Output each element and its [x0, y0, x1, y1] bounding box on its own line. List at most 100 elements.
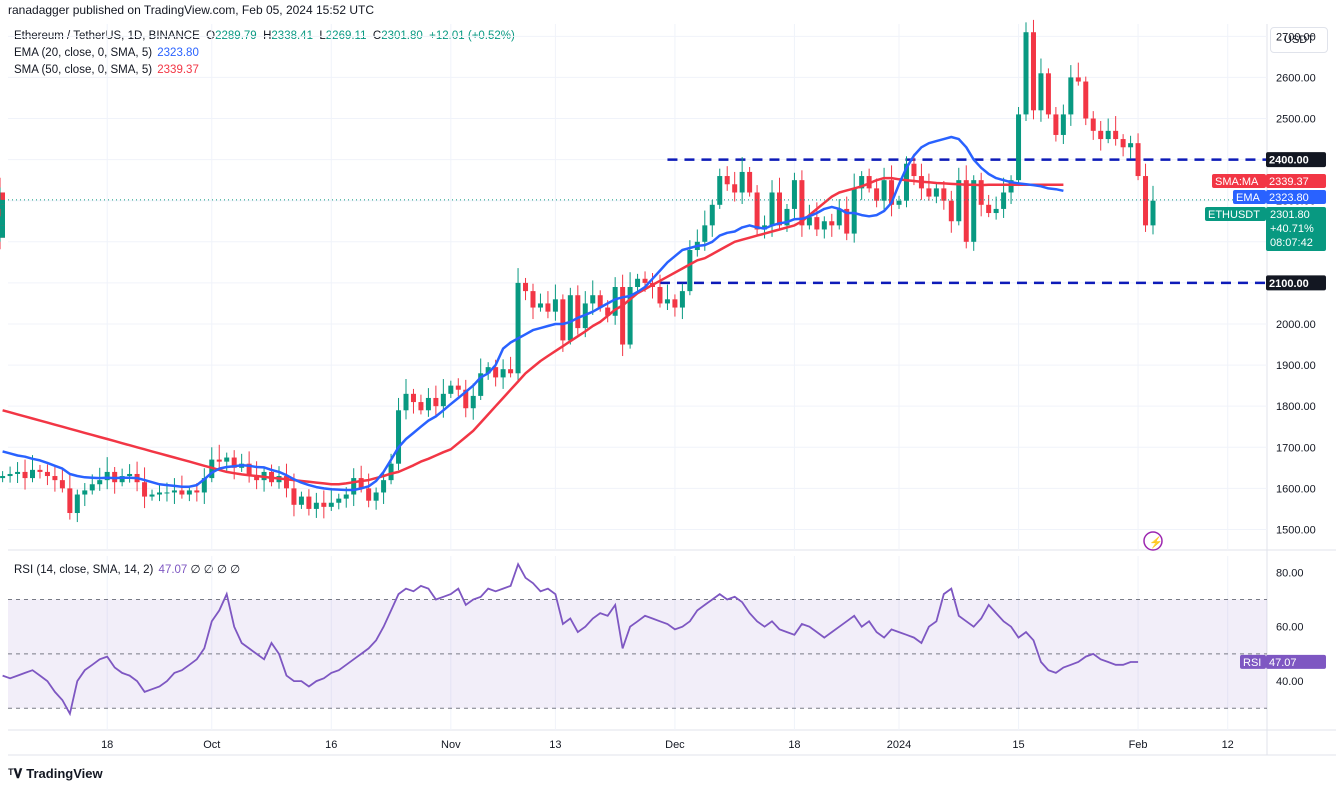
- ema-legend[interactable]: EMA (20, close, 0, SMA, 5) 2323.80: [14, 47, 199, 59]
- sma-legend-value: 2339.37: [157, 64, 199, 76]
- last-price-tag-bg: [1266, 207, 1326, 251]
- candle-body: [478, 373, 484, 396]
- candle: [74, 489, 80, 523]
- candle: [612, 277, 618, 325]
- price-tick-label: 1500.00: [1276, 524, 1316, 536]
- sma50-line: [2, 176, 1064, 486]
- candle: [1075, 62, 1081, 86]
- sma-ma-name-tag-bg: [1212, 174, 1266, 188]
- candle: [799, 170, 805, 237]
- candle-body: [0, 229, 5, 238]
- ema-value-tag-bg: [1266, 190, 1326, 204]
- tradingview-brand[interactable]: ᵀ𝐕 TradingView: [8, 766, 103, 782]
- candle: [127, 464, 133, 483]
- rsi-tick-label: 60.00: [1276, 622, 1304, 634]
- candle-body: [396, 410, 402, 464]
- candle: [7, 466, 13, 483]
- sma-legend-label: SMA (50, close, 0, SMA, 5): [14, 64, 153, 76]
- candle: [635, 273, 641, 294]
- candle-body: [463, 389, 469, 409]
- candle-body: [448, 385, 454, 394]
- candle-body: [911, 163, 917, 177]
- candle: [1150, 185, 1156, 235]
- candle-body: [313, 502, 319, 509]
- candle-body: [1045, 73, 1051, 115]
- time-tick-label: 13: [549, 739, 561, 751]
- candle-body: [283, 476, 289, 489]
- candle: [463, 379, 469, 418]
- candle-body: [1083, 81, 1089, 119]
- candle-body: [791, 180, 797, 209]
- price-tick-label: 1900.00: [1276, 360, 1316, 372]
- candle-body: [769, 192, 775, 226]
- ema-legend-value: 2323.80: [157, 47, 199, 59]
- candle-body: [627, 287, 633, 345]
- candle: [821, 216, 827, 239]
- rsi-legend[interactable]: RSI (14, close, SMA, 14, 2) 47.07 ∅ ∅ ∅ …: [14, 562, 240, 576]
- time-tick-label: 2024: [887, 739, 911, 751]
- candle-body: [373, 492, 379, 501]
- candle-body: [194, 490, 200, 493]
- candle: [552, 284, 558, 321]
- last-change-text: +40.71%: [1270, 223, 1314, 235]
- ema-value-tag-text: 2323.80: [1269, 192, 1309, 204]
- candle: [747, 167, 753, 197]
- sma-ma-value-tag: 2339.37: [1266, 174, 1326, 188]
- candle: [545, 291, 551, 319]
- candle-body: [216, 459, 222, 462]
- candle-body: [844, 208, 850, 234]
- price-tick-label: 1800.00: [1276, 401, 1316, 413]
- candle: [201, 468, 207, 504]
- rsi-name-tag-text: RSI: [1243, 657, 1261, 669]
- candle-body: [717, 176, 723, 205]
- sma-ma-value-tag-text: 2339.37: [1269, 176, 1309, 188]
- candle: [874, 178, 880, 208]
- candle-body: [687, 250, 693, 292]
- candle-body: [806, 217, 812, 226]
- candle-body: [418, 402, 424, 411]
- price-tick-label: 2600.00: [1276, 72, 1316, 84]
- candle-body: [1113, 130, 1119, 140]
- candle-body: [777, 192, 782, 226]
- candle: [515, 268, 521, 380]
- candle-body: [1001, 192, 1007, 209]
- candle: [537, 293, 543, 312]
- candle: [1016, 107, 1022, 185]
- candle-body: [0, 200, 5, 214]
- sma-ma-value-tag-bg: [1266, 174, 1326, 188]
- candle: [1090, 111, 1096, 140]
- candle-body: [642, 278, 648, 283]
- candle-body: [1030, 32, 1036, 111]
- ema-name-tag-text: EMA: [1236, 192, 1261, 204]
- rsi-legend-extra: ∅ ∅ ∅ ∅: [190, 564, 241, 576]
- candle: [500, 359, 506, 389]
- candle: [403, 379, 409, 420]
- candle-body: [358, 478, 364, 489]
- candle: [1135, 133, 1141, 181]
- candle: [971, 175, 977, 251]
- price-tick-label: 2000.00: [1276, 319, 1316, 331]
- candle-body: [567, 295, 573, 341]
- candle: [717, 168, 723, 209]
- symbol-name-tag: ETHUSDT: [1205, 207, 1266, 221]
- ema-name-tag: EMA: [1233, 190, 1266, 204]
- time-tick-label: 18: [788, 739, 800, 751]
- sma-ma-name-tag-text: SMA:MA: [1215, 176, 1259, 188]
- lightning-icon-circle: [1143, 531, 1163, 551]
- candle: [1128, 135, 1134, 159]
- candle-body: [493, 367, 499, 378]
- candle-body: [1105, 130, 1111, 140]
- sma-legend[interactable]: SMA (50, close, 0, SMA, 5) 2339.37: [14, 64, 199, 76]
- lightning-icon: ⚡: [1143, 531, 1163, 551]
- time-tick-label: Feb: [1129, 739, 1148, 751]
- tradingview-logo-icon: ᵀ𝐕: [8, 766, 23, 781]
- candle: [709, 199, 715, 237]
- candle-body: [799, 180, 805, 226]
- candle-body: [246, 463, 252, 477]
- candle: [620, 274, 626, 357]
- candle: [410, 388, 416, 414]
- candle: [239, 453, 245, 472]
- candle: [306, 489, 312, 516]
- currency-button[interactable]: USDT: [1270, 27, 1328, 53]
